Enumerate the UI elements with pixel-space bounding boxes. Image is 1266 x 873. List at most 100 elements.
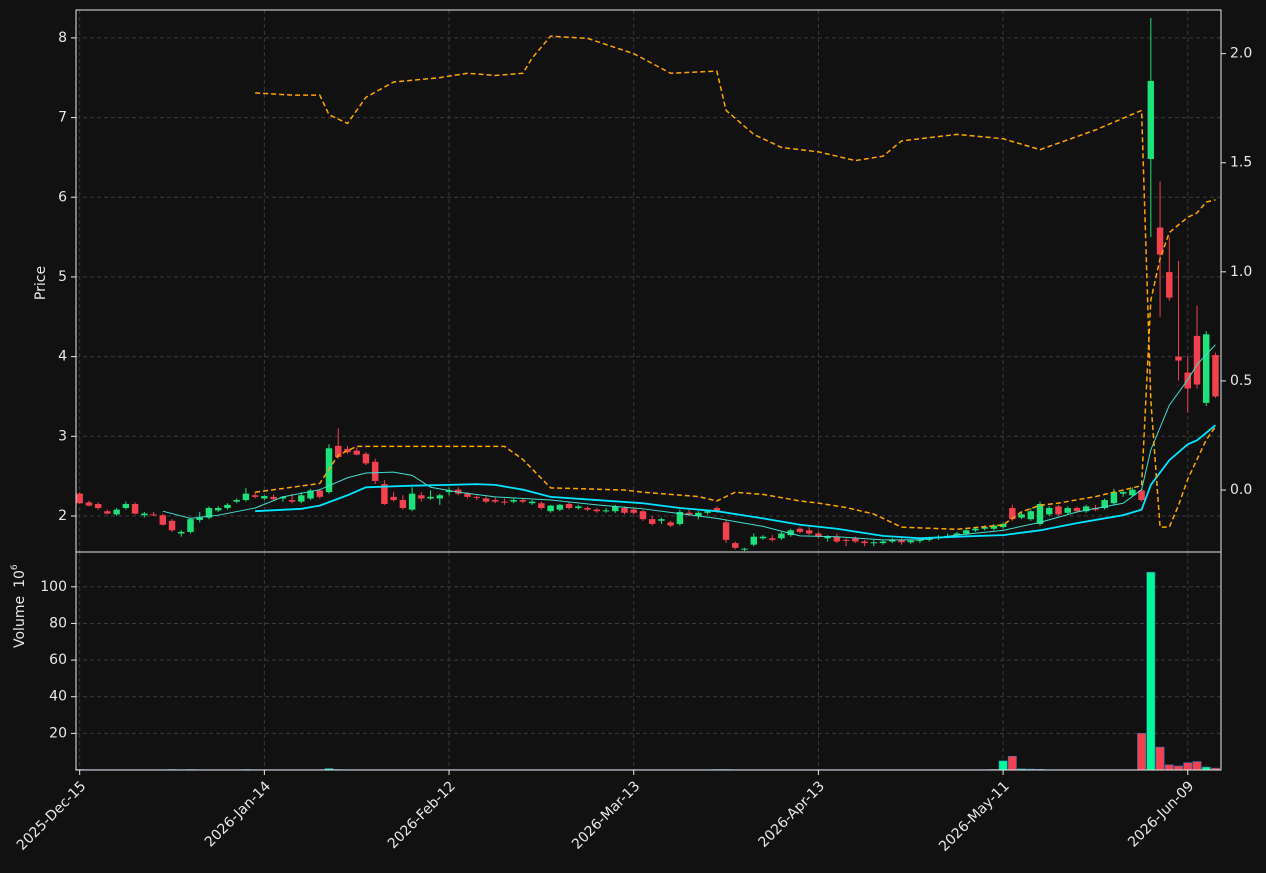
candle-body bbox=[131, 504, 139, 514]
volume-panel-frame bbox=[75, 551, 1222, 771]
y2-tick-label: 0.0 bbox=[1230, 482, 1252, 498]
candle-body bbox=[270, 496, 277, 500]
candle-body bbox=[288, 500, 296, 502]
y-tick-label: 2 bbox=[58, 508, 67, 524]
volume-bar bbox=[1183, 762, 1193, 771]
candle-body bbox=[196, 517, 203, 520]
candle-body bbox=[122, 504, 130, 509]
candle-body bbox=[344, 449, 351, 453]
candle-body bbox=[473, 496, 480, 498]
candle-body bbox=[556, 504, 564, 510]
candle-body bbox=[1018, 514, 1025, 518]
candle-body bbox=[907, 540, 914, 543]
candle-body bbox=[408, 493, 416, 510]
candle-body bbox=[1064, 508, 1071, 513]
candle-body bbox=[1119, 492, 1127, 494]
y2-tick-label: 1.5 bbox=[1230, 155, 1252, 171]
candle-body bbox=[76, 493, 83, 504]
candle-body bbox=[491, 500, 499, 502]
candle-body bbox=[658, 519, 665, 521]
candle-body bbox=[879, 541, 887, 544]
candle-body bbox=[612, 506, 619, 512]
candle-body bbox=[113, 509, 120, 515]
candle-body bbox=[1027, 511, 1035, 520]
candle-body bbox=[141, 513, 148, 516]
y-tick-label: 5 bbox=[58, 269, 67, 285]
candle-body bbox=[519, 500, 527, 502]
y-tick-label: 7 bbox=[58, 110, 67, 126]
candle-body bbox=[251, 495, 259, 497]
candle-body bbox=[1202, 334, 1210, 403]
y-tick-label: 4 bbox=[58, 349, 67, 365]
candle-body bbox=[750, 536, 757, 545]
candle-body bbox=[741, 548, 748, 550]
candle-body bbox=[94, 504, 102, 509]
candle-body bbox=[279, 496, 287, 499]
candle-body bbox=[445, 490, 453, 493]
candle-body bbox=[1147, 80, 1155, 160]
volume-bar bbox=[1137, 733, 1147, 771]
y2-tick-label: 2.0 bbox=[1230, 46, 1252, 62]
indicator-line bbox=[255, 35, 1217, 528]
volume-bar bbox=[1155, 746, 1165, 771]
candle-body bbox=[436, 495, 444, 499]
candle-body bbox=[621, 508, 628, 513]
candle-body bbox=[547, 505, 554, 512]
candle-body bbox=[639, 511, 647, 520]
candle-body bbox=[187, 519, 194, 532]
candle-body bbox=[316, 490, 324, 497]
candle-body bbox=[1193, 335, 1201, 385]
candle-body bbox=[233, 500, 240, 502]
volume-axis-label: Volume 106 bbox=[10, 564, 29, 648]
candle-body bbox=[224, 504, 231, 509]
candle-body bbox=[1046, 508, 1053, 515]
y2-tick-label: 0.5 bbox=[1230, 373, 1252, 389]
candle-body bbox=[298, 495, 305, 502]
candle-body bbox=[353, 450, 360, 455]
volume-bar bbox=[1007, 755, 1017, 771]
candle-body bbox=[759, 536, 767, 539]
candle-body bbox=[630, 509, 637, 513]
candle-body bbox=[981, 527, 988, 529]
indicator-line bbox=[255, 424, 1217, 540]
candle-body bbox=[1101, 500, 1108, 509]
candle-body bbox=[852, 538, 859, 542]
candle-body bbox=[242, 493, 250, 501]
volume-tick-label: 100 bbox=[40, 579, 67, 595]
candle-body bbox=[1009, 508, 1016, 520]
candle-body bbox=[648, 519, 656, 524]
volume-bar bbox=[1164, 764, 1174, 771]
candle-body bbox=[1212, 355, 1219, 397]
candle-body bbox=[1138, 490, 1145, 501]
candle-body bbox=[713, 508, 721, 512]
candle-body bbox=[381, 484, 388, 505]
candle-body bbox=[565, 504, 573, 509]
indicator-line bbox=[162, 344, 1216, 541]
volume-bar bbox=[1146, 571, 1156, 771]
candle-body bbox=[815, 533, 822, 537]
candle-body bbox=[1055, 506, 1062, 515]
volume-scale-base: 10 bbox=[12, 570, 28, 588]
candle-body bbox=[538, 503, 545, 509]
candle-body bbox=[168, 520, 176, 531]
candle-body bbox=[362, 453, 370, 464]
candle-body bbox=[1156, 227, 1164, 255]
candle-body bbox=[418, 495, 425, 499]
candle-body bbox=[1166, 272, 1173, 298]
volume-bar bbox=[1192, 761, 1202, 771]
y-tick-label: 8 bbox=[58, 30, 67, 46]
volume-bar bbox=[1174, 765, 1183, 771]
volume-tick-label: 40 bbox=[49, 689, 67, 705]
candle-body bbox=[861, 541, 868, 544]
candle-body bbox=[584, 508, 591, 510]
volume-tick-label: 60 bbox=[49, 652, 67, 668]
candle-body bbox=[205, 508, 213, 518]
candle-body bbox=[1175, 356, 1182, 361]
candle-body bbox=[1110, 492, 1118, 504]
candle-body bbox=[150, 514, 157, 516]
candle-body bbox=[898, 539, 905, 543]
candle-body bbox=[889, 539, 896, 542]
y-axis-label: Price bbox=[33, 266, 49, 300]
candle-body bbox=[722, 522, 730, 540]
